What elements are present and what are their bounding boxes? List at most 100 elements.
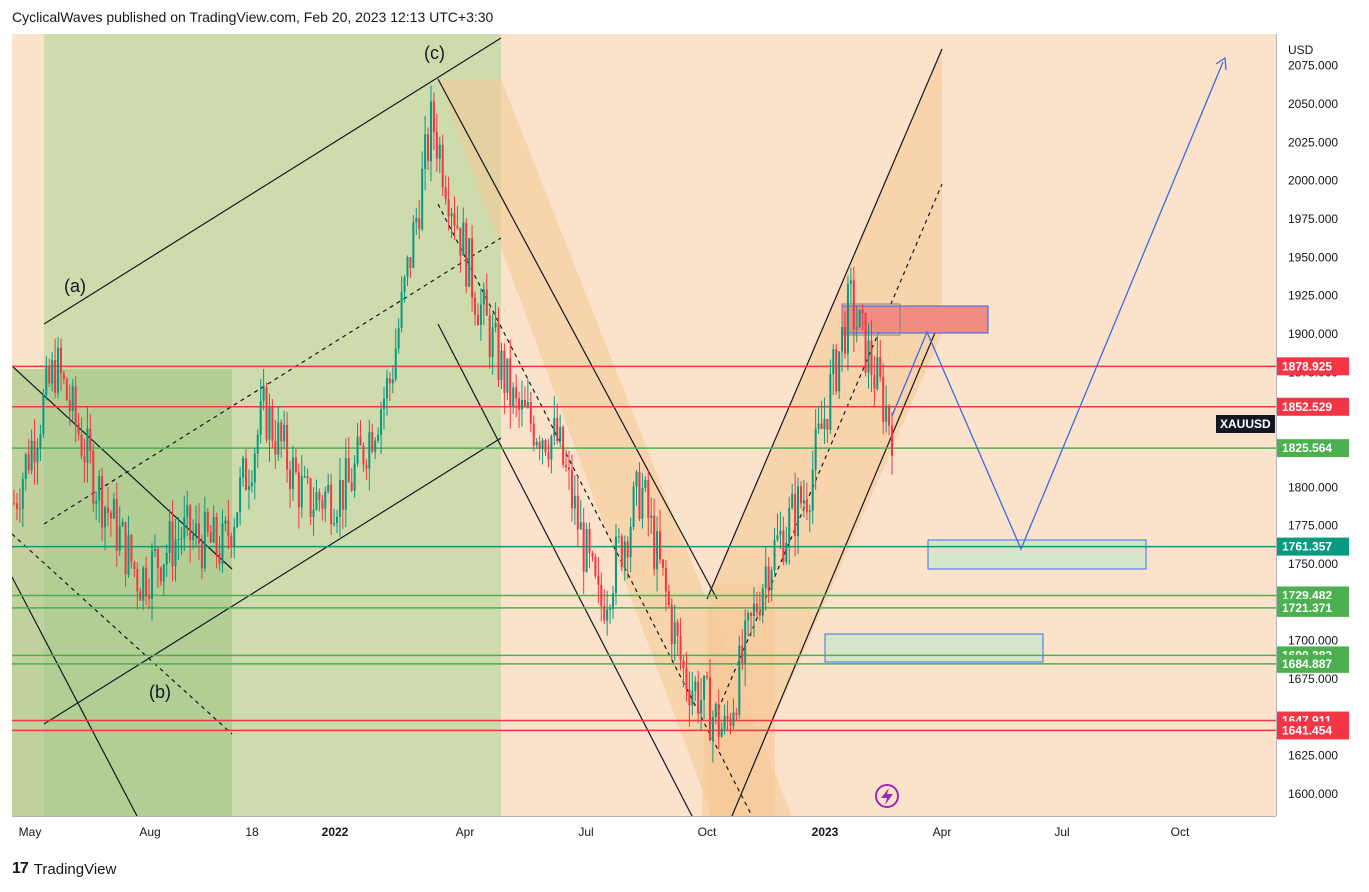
candle xyxy=(538,435,541,460)
channel-c-upper xyxy=(437,78,718,600)
candle xyxy=(30,429,33,475)
candle xyxy=(403,274,406,303)
price-axis[interactable]: USD 2075.000 2050.000 2025.000 2000.000 1975… xyxy=(1276,34,1369,816)
lightning-icon[interactable] xyxy=(875,784,899,808)
candle xyxy=(244,449,247,491)
price-level-label-bg xyxy=(1277,721,1349,740)
candle xyxy=(497,307,500,387)
candle xyxy=(36,438,39,485)
time-tick-label: Jul xyxy=(1054,825,1069,839)
candle xyxy=(183,495,186,552)
candle xyxy=(121,518,124,527)
candle xyxy=(453,196,456,241)
time-tick-label: Jul xyxy=(578,825,593,839)
candle xyxy=(315,479,318,511)
candle xyxy=(165,544,168,578)
candle xyxy=(882,363,885,435)
price-tick-label: 2075.000 xyxy=(1288,59,1338,73)
candle xyxy=(98,470,101,523)
price-level-label: 1761.357 xyxy=(1282,540,1332,554)
wave-label-b: (b) xyxy=(149,682,171,702)
candle xyxy=(277,406,280,461)
candle xyxy=(588,522,591,569)
chart-svg[interactable]: (a) (b) (c) xyxy=(12,34,1276,816)
candle xyxy=(723,704,726,735)
candle xyxy=(300,455,303,518)
candle xyxy=(844,311,847,359)
candle xyxy=(400,276,403,333)
candle xyxy=(841,326,844,372)
candle xyxy=(594,553,597,579)
candle xyxy=(148,578,151,610)
candle xyxy=(327,473,330,494)
candle xyxy=(174,518,177,582)
candle xyxy=(197,503,200,560)
chart-area[interactable]: (a) (b) (c) xyxy=(12,34,1276,816)
candle xyxy=(344,438,347,528)
candle xyxy=(156,547,159,588)
candle xyxy=(891,412,893,475)
footer: 17 TradingView xyxy=(12,860,116,878)
candle xyxy=(447,176,450,231)
candle xyxy=(697,670,700,724)
candle xyxy=(802,479,805,518)
candle xyxy=(476,303,479,326)
price-level-label: 1878.925 xyxy=(1282,359,1332,373)
candle xyxy=(661,558,664,576)
candle xyxy=(54,338,57,399)
time-axis[interactable]: May Aug 18 2022 Apr Jul Oct 2023 Apr Jul Oct xyxy=(12,816,1276,847)
price-tick-label: 1800.000 xyxy=(1288,480,1338,494)
price-level-label: 1641.454 xyxy=(1282,723,1332,737)
candle xyxy=(162,563,165,596)
price-level-label: 1825.564 xyxy=(1282,441,1332,455)
candle xyxy=(767,556,770,603)
candle xyxy=(435,113,438,172)
candle xyxy=(794,472,797,557)
candle xyxy=(703,675,706,720)
price-tick-label: 1925.000 xyxy=(1288,289,1338,303)
candle xyxy=(186,490,189,536)
candle xyxy=(547,438,550,468)
candle xyxy=(620,533,623,572)
candle xyxy=(782,516,785,566)
candle xyxy=(312,487,315,536)
candle xyxy=(755,591,758,618)
candle xyxy=(101,467,104,541)
box-red xyxy=(841,305,989,334)
candle xyxy=(83,438,86,483)
candle xyxy=(303,465,306,479)
candle xyxy=(567,450,570,490)
candle xyxy=(523,386,526,407)
time-tick-label: Aug xyxy=(139,825,160,839)
candle xyxy=(617,528,620,544)
candle xyxy=(124,521,127,587)
price-level-label: 1721.371 xyxy=(1282,601,1332,615)
candle xyxy=(48,358,51,388)
candle xyxy=(271,398,274,449)
candle xyxy=(371,423,374,454)
candle xyxy=(206,508,209,537)
candle xyxy=(852,266,855,352)
candle xyxy=(139,587,142,601)
candle xyxy=(57,336,60,399)
candle xyxy=(95,491,98,520)
candle xyxy=(679,617,682,671)
candle xyxy=(664,559,667,612)
candle xyxy=(45,356,48,401)
candle xyxy=(553,396,556,446)
candle xyxy=(459,227,462,273)
candle xyxy=(380,401,383,454)
candle xyxy=(145,556,148,606)
candle xyxy=(612,585,615,619)
candle xyxy=(744,609,747,687)
candle xyxy=(15,493,18,521)
candle xyxy=(579,499,582,530)
candle xyxy=(265,382,268,443)
candle xyxy=(846,275,849,371)
candle xyxy=(750,611,753,637)
candle xyxy=(115,482,118,567)
candle xyxy=(218,536,221,571)
publish-header: CyclicalWaves published on TradingView.c… xyxy=(12,9,494,25)
projection-path xyxy=(891,61,1224,551)
candle xyxy=(236,511,239,529)
